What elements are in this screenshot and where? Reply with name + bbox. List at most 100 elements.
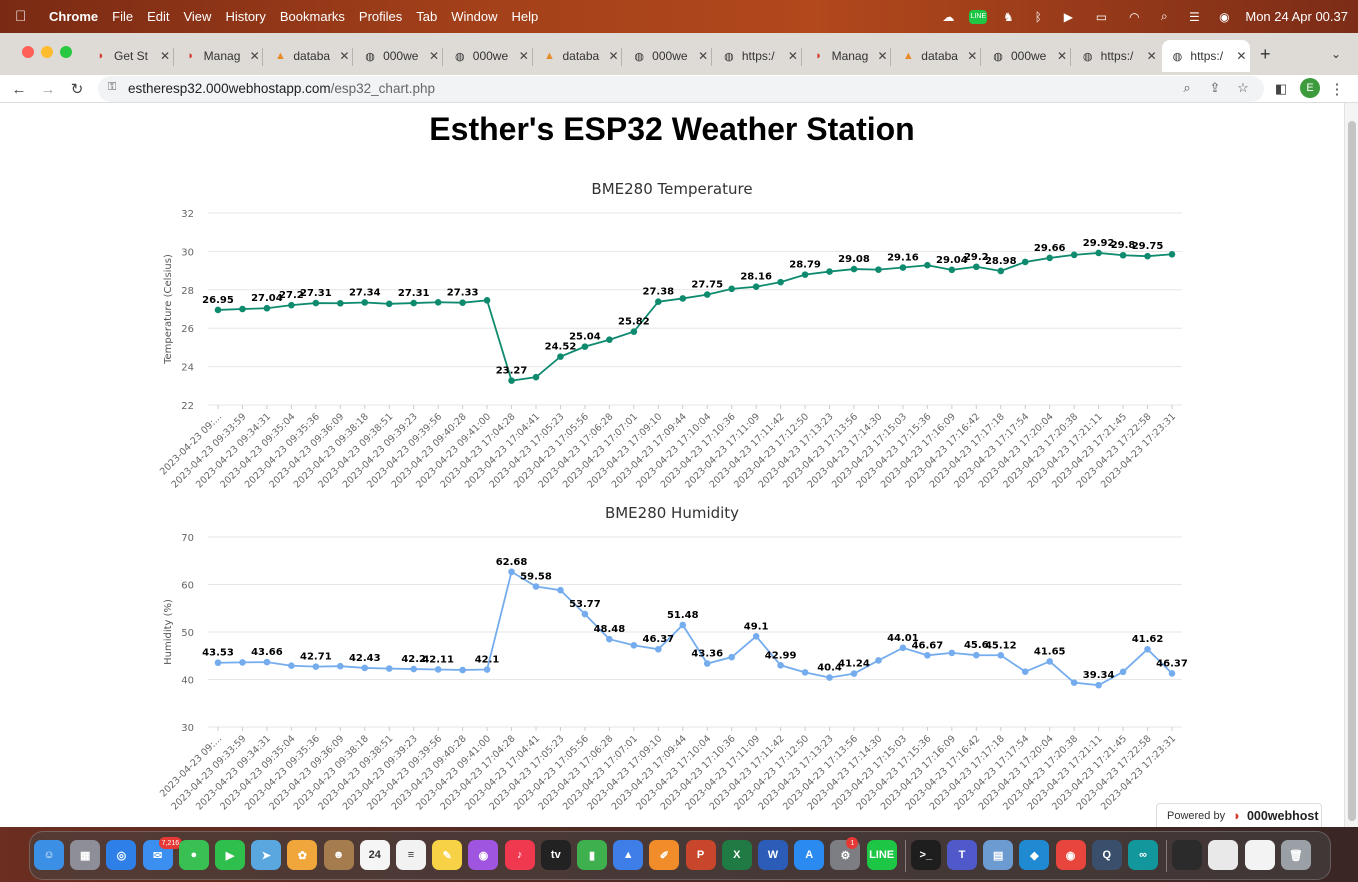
data-point[interactable] bbox=[214, 659, 222, 667]
finder-icon[interactable]: ☺ bbox=[34, 840, 64, 870]
terminal-icon[interactable]: >_ bbox=[910, 840, 941, 870]
address-bar[interactable]: ⚿ estheresp32.000webhostapp.com/esp32_ch… bbox=[98, 76, 1264, 102]
powered-by-badge[interactable]: Powered by ◗ 000webhost bbox=[1156, 803, 1322, 827]
maps-icon[interactable]: ➤ bbox=[251, 840, 282, 870]
data-point[interactable] bbox=[655, 298, 662, 306]
trash-icon[interactable]: 🗑 bbox=[1280, 840, 1311, 870]
browser-tab[interactable]: ▲ databa ✕ bbox=[265, 40, 349, 72]
recent-window-3-icon[interactable] bbox=[1244, 840, 1275, 870]
data-point[interactable] bbox=[1119, 251, 1127, 259]
data-point[interactable] bbox=[1144, 252, 1151, 260]
data-point[interactable] bbox=[606, 336, 613, 344]
data-point[interactable] bbox=[752, 632, 760, 640]
data-point[interactable] bbox=[459, 666, 466, 674]
browser-tab[interactable]: ◗ Manag ✕ bbox=[804, 40, 887, 72]
browser-tab[interactable]: ◍ 000we ✕ bbox=[624, 40, 708, 72]
data-point[interactable] bbox=[581, 343, 589, 350]
data-point[interactable] bbox=[1070, 251, 1078, 259]
browser-tab[interactable]: ▲ databa ✕ bbox=[535, 40, 618, 72]
data-point[interactable] bbox=[728, 653, 735, 661]
line-icon[interactable]: LINE bbox=[969, 9, 988, 24]
chrome-icon[interactable]: ◉ bbox=[1055, 840, 1086, 870]
reload-icon[interactable]: ↻ bbox=[70, 81, 84, 98]
data-point[interactable] bbox=[532, 373, 540, 381]
notes-icon[interactable]: ✎ bbox=[432, 840, 463, 870]
data-point[interactable] bbox=[312, 663, 320, 670]
data-point[interactable] bbox=[948, 266, 956, 274]
data-point[interactable] bbox=[703, 291, 711, 298]
site-info-icon[interactable]: ⚿ bbox=[108, 81, 117, 93]
excel-icon[interactable]: X bbox=[721, 840, 752, 870]
data-point[interactable] bbox=[924, 261, 931, 269]
data-point[interactable] bbox=[410, 299, 417, 307]
launchpad-icon[interactable]: ▦ bbox=[70, 840, 101, 870]
data-point[interactable] bbox=[288, 301, 295, 309]
data-point[interactable] bbox=[630, 642, 638, 649]
data-point[interactable] bbox=[826, 268, 833, 275]
data-point[interactable] bbox=[973, 651, 980, 659]
wifi-icon[interactable]: ◠ bbox=[1129, 9, 1140, 24]
podcasts-icon[interactable]: ◉ bbox=[468, 840, 499, 870]
menu-edit[interactable]: Edit bbox=[147, 9, 170, 24]
share-icon[interactable]: ⇪ bbox=[1209, 80, 1221, 95]
data-point[interactable] bbox=[557, 586, 564, 594]
browser-tab[interactable]: ◗ Get St ✕ bbox=[86, 40, 170, 72]
menu-profiles[interactable]: Profiles bbox=[358, 9, 403, 24]
menu-clock[interactable]: Mon 24 Apr 00.37 bbox=[1245, 9, 1348, 24]
data-point[interactable] bbox=[1168, 250, 1176, 258]
menu-view[interactable]: View bbox=[183, 9, 212, 24]
data-point[interactable] bbox=[850, 265, 858, 273]
data-point[interactable] bbox=[973, 263, 980, 271]
profile-avatar[interactable]: E bbox=[1300, 78, 1320, 98]
data-point[interactable] bbox=[263, 658, 271, 666]
tab-close-icon[interactable]: ✕ bbox=[518, 49, 529, 63]
battery-icon[interactable]: ▭ bbox=[1095, 9, 1108, 24]
forward-arrow-icon[interactable]: → bbox=[40, 80, 56, 98]
data-point[interactable] bbox=[508, 377, 515, 384]
browser-tab[interactable]: ◍ https:/ ✕ bbox=[1073, 40, 1157, 72]
tab-close-icon[interactable]: ✕ bbox=[1056, 49, 1067, 63]
search-icon[interactable]: ⌕ bbox=[1160, 9, 1168, 23]
close-window-button[interactable] bbox=[22, 46, 34, 58]
data-point[interactable] bbox=[948, 649, 956, 657]
data-point[interactable] bbox=[483, 297, 491, 304]
data-point[interactable] bbox=[1046, 658, 1053, 665]
url-text[interactable]: estheresp32.000webhostapp.com/esp32_char… bbox=[128, 81, 435, 96]
recent-window-1-icon[interactable] bbox=[1172, 840, 1203, 870]
data-point[interactable] bbox=[239, 305, 246, 313]
data-point[interactable] bbox=[875, 266, 882, 273]
back-arrow-icon[interactable]: ← bbox=[11, 80, 27, 98]
cloud-icon[interactable]: ☁ bbox=[942, 9, 955, 24]
play-icon[interactable]: ▶ bbox=[1063, 9, 1073, 24]
tab-search-chevron-icon[interactable]: ⌄ bbox=[1331, 47, 1342, 61]
data-point[interactable] bbox=[239, 659, 246, 666]
data-point[interactable] bbox=[777, 278, 784, 286]
control-center-icon[interactable]: ☰ bbox=[1188, 9, 1200, 24]
quicktime-icon[interactable]: Q bbox=[1091, 840, 1122, 870]
siri-icon[interactable]: ◉ bbox=[1219, 9, 1230, 24]
data-point[interactable] bbox=[801, 271, 809, 278]
powerpoint-icon[interactable]: P bbox=[685, 840, 716, 870]
data-point[interactable] bbox=[434, 666, 442, 673]
menu-window[interactable]: Window bbox=[451, 9, 498, 24]
pages-icon[interactable]: ✐ bbox=[649, 840, 680, 870]
word-icon[interactable]: W bbox=[758, 840, 788, 870]
data-point[interactable] bbox=[899, 644, 907, 652]
side-panel-icon[interactable]: ◧ bbox=[1274, 81, 1288, 96]
data-point[interactable] bbox=[385, 665, 393, 672]
browser-tab[interactable]: ◍ 000we ✕ bbox=[983, 40, 1067, 72]
keynote-icon[interactable]: ▲ bbox=[613, 840, 644, 870]
data-point[interactable] bbox=[337, 299, 344, 307]
minimize-window-button[interactable] bbox=[41, 46, 53, 58]
tv-icon[interactable]: tv bbox=[540, 840, 571, 870]
data-point[interactable] bbox=[1046, 254, 1053, 262]
data-point[interactable] bbox=[1070, 679, 1078, 686]
facetime-icon[interactable]: ▶ bbox=[215, 840, 245, 870]
data-point[interactable] bbox=[581, 610, 589, 618]
line-icon[interactable]: LINE bbox=[866, 840, 897, 870]
browser-tab[interactable]: ◗ Manag ✕ bbox=[176, 40, 259, 72]
menu-file[interactable]: File bbox=[112, 9, 134, 24]
data-point[interactable] bbox=[655, 645, 662, 653]
tab-close-icon[interactable]: ✕ bbox=[967, 49, 978, 63]
menu-tab[interactable]: Tab bbox=[416, 9, 438, 24]
